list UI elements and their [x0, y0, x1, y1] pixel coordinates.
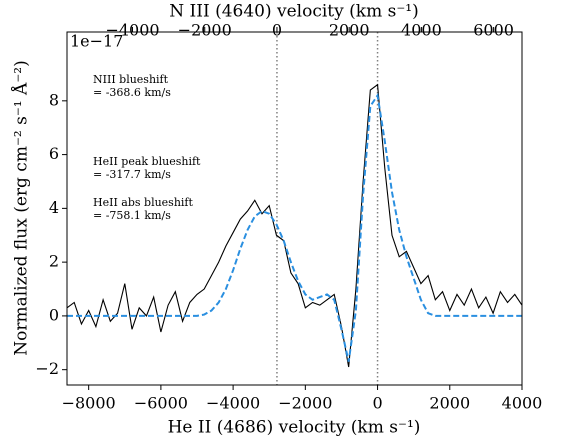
- x-axis-label: He II (4686) velocity (km s⁻¹): [168, 418, 421, 436]
- y-tick-label: 2: [49, 252, 59, 271]
- annotation: = -368.6 km/s: [93, 86, 171, 99]
- x-tick-label: 2000: [429, 394, 470, 413]
- x2-tick-label: 4000: [401, 21, 442, 40]
- x2-axis-label: N III (4640) velocity (km s⁻¹): [169, 2, 419, 22]
- annotation: HeII peak blueshift: [93, 155, 201, 168]
- y-tick-label: −2: [35, 359, 59, 378]
- y-tick-label: 4: [49, 198, 59, 217]
- annotation: NIII blueshift: [93, 73, 169, 86]
- x2-tick-label: −2000: [178, 21, 232, 40]
- data-line: [67, 92, 522, 362]
- x2-tick-label: 0: [272, 21, 282, 40]
- y-tick-label: 8: [49, 90, 59, 109]
- annotation: = -317.7 km/s: [93, 168, 171, 181]
- x2-tick-label: 6000: [473, 21, 514, 40]
- plot-frame: [66, 31, 523, 386]
- x-tick-label: −4000: [206, 394, 260, 413]
- x-tick-label: 4000: [502, 394, 543, 413]
- offset-text: 1e−17: [70, 32, 123, 51]
- y-tick-label: 0: [49, 305, 59, 324]
- x-tick-label: −8000: [62, 394, 116, 413]
- annotation: HeII abs blueshift: [93, 196, 194, 209]
- annotation: = -758.1 km/s: [93, 209, 171, 222]
- y-tick-label: 6: [49, 144, 59, 163]
- data-line: [66, 83, 523, 368]
- x-tick-label: 0: [372, 394, 382, 413]
- x-tick-label: −6000: [134, 394, 188, 413]
- y-axis-label: Normalized flux (erg cm⁻² s⁻¹ Å⁻²): [11, 60, 32, 356]
- x-tick-label: −2000: [278, 394, 332, 413]
- x2-tick-label: 2000: [329, 21, 370, 40]
- x2-tick-label: −4000: [105, 21, 159, 40]
